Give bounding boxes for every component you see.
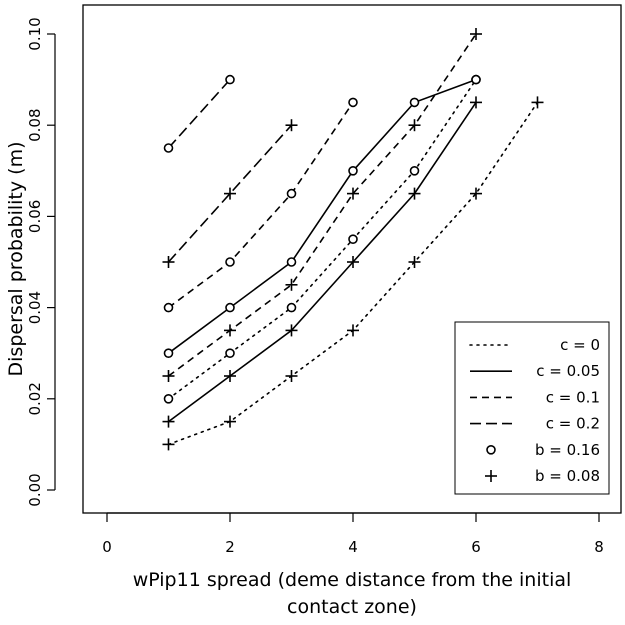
point-plus xyxy=(162,370,175,382)
point-plus xyxy=(162,438,175,451)
point-circle xyxy=(163,143,174,153)
y-axis-title: Dispersal probability (m) xyxy=(5,142,27,377)
point-plus xyxy=(470,96,482,109)
legend-plus-marker xyxy=(485,470,497,482)
x-axis-title-line1: wPip11 spread (deme distance from the in… xyxy=(133,569,572,591)
legend: c = 0 c = 0.05 c = 0.1 c = 0.2 b = 0.16 b = 0… xyxy=(454,321,610,495)
y-tick-label: 0.10 xyxy=(26,17,44,50)
point-plus xyxy=(224,415,236,428)
point-circle xyxy=(163,302,174,313)
series-line xyxy=(167,124,293,263)
x-tick-label: 6 xyxy=(471,538,481,556)
series-line xyxy=(167,79,231,149)
legend-circle-marker xyxy=(486,444,496,455)
series-line xyxy=(168,33,477,377)
point-plus xyxy=(285,278,298,291)
series-line xyxy=(168,101,354,309)
point-plus xyxy=(285,370,298,382)
point-plus xyxy=(162,256,175,268)
x-tick-label: 0 xyxy=(102,538,112,556)
point-circle xyxy=(286,188,297,199)
point-circle xyxy=(409,166,420,176)
point-circle xyxy=(471,74,481,85)
y-tick-label: 0.02 xyxy=(26,382,44,415)
point-circle xyxy=(225,257,235,267)
legend-label: b = 0.16 xyxy=(535,441,600,459)
series-markers xyxy=(162,28,544,451)
point-circle xyxy=(163,348,174,359)
x-tick-label: 8 xyxy=(594,538,604,556)
series-line xyxy=(168,78,477,354)
legend-label: c = 0.05 xyxy=(536,362,600,380)
y-tick-label: 0.06 xyxy=(26,200,44,233)
point-circle xyxy=(286,302,297,313)
y-tick-label: 0.04 xyxy=(26,291,44,324)
point-circle xyxy=(225,74,235,85)
point-circle xyxy=(348,166,358,176)
series-line xyxy=(167,78,477,400)
point-circle xyxy=(286,257,297,267)
point-plus xyxy=(224,370,236,382)
point-plus xyxy=(408,119,421,132)
legend-label: b = 0.08 xyxy=(535,467,600,485)
point-circle xyxy=(348,97,358,108)
point-plus xyxy=(162,415,175,428)
point-plus xyxy=(470,28,482,40)
legend-box xyxy=(454,321,610,495)
legend-label: c = 0 xyxy=(560,336,600,354)
point-plus xyxy=(285,324,298,337)
point-circle xyxy=(225,302,235,313)
point-plus xyxy=(408,256,421,268)
point-plus xyxy=(408,187,421,200)
x-tick-label: 4 xyxy=(348,538,358,556)
point-plus xyxy=(347,187,359,200)
y-tick-label: 0.08 xyxy=(26,108,44,141)
point-plus xyxy=(224,324,236,337)
x-axis: 0 2 4 6 8 xyxy=(102,512,604,556)
point-circle xyxy=(163,393,174,404)
series-line xyxy=(168,101,477,423)
point-plus xyxy=(470,187,482,200)
point-plus xyxy=(347,324,359,337)
point-plus xyxy=(224,187,236,200)
legend-label: c = 0.1 xyxy=(546,388,600,406)
point-plus xyxy=(531,96,544,109)
point-plus xyxy=(285,119,298,132)
point-plus xyxy=(347,256,359,268)
point-circle xyxy=(348,234,358,244)
y-axis: 0.00 0.02 0.04 0.06 0.08 0.10 xyxy=(26,17,56,507)
x-tick-label: 2 xyxy=(225,538,235,556)
point-circle xyxy=(225,348,235,359)
point-circle xyxy=(409,97,420,108)
x-axis-title-line2: contact zone) xyxy=(287,596,417,618)
y-tick-label: 0.00 xyxy=(26,473,44,506)
legend-label: c = 0.2 xyxy=(546,415,600,433)
